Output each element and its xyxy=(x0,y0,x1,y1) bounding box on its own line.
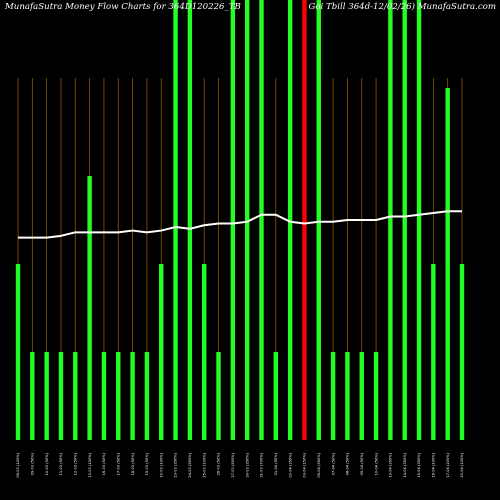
x-tick-label-23: 07-04 (50%) xyxy=(331,452,335,475)
bar-14 xyxy=(201,264,207,440)
x-tick-label-27: 13-04 (350%) xyxy=(389,452,393,477)
bar-30 xyxy=(431,264,436,440)
x-tick-label-25: 09-04 (50%) xyxy=(360,452,364,475)
bars xyxy=(15,0,465,440)
bar-17 xyxy=(244,0,250,440)
bar-23 xyxy=(330,352,336,440)
bar-3 xyxy=(44,352,49,440)
bar-12 xyxy=(173,0,178,440)
bar-21 xyxy=(302,0,307,440)
bar-18 xyxy=(259,0,264,440)
x-tick-label-17: 30-03 (350%) xyxy=(245,452,249,477)
bar-27 xyxy=(388,0,393,440)
x-tick-label-6: 13-03 (150%) xyxy=(88,452,92,477)
x-tick-label-12: 23-03 (350%) xyxy=(174,452,178,477)
x-tick-label-10: 19-03 (50%) xyxy=(145,452,149,475)
x-tick-label-5: 12-03 (50%) xyxy=(73,452,77,475)
x-axis-tick-labels: 06-03 (100%) 09-03 (50%) 10-03 (50%) 11-03 … xyxy=(16,452,464,477)
bar-5 xyxy=(73,352,78,440)
bar-1 xyxy=(15,264,21,440)
bar-29 xyxy=(416,0,422,440)
x-tick-label-11: 20-03 (100%) xyxy=(159,452,163,477)
x-tick-label-32: 20-04 (100%) xyxy=(460,452,464,477)
bar-28 xyxy=(402,0,407,440)
x-tick-label-20: 02-04 (350%) xyxy=(288,452,292,477)
bar-6 xyxy=(87,176,92,440)
chart-title: MunafaSutra Money Flow Charts for 364D12… xyxy=(4,2,241,12)
x-tick-label-30: 16-04 (100%) xyxy=(432,452,436,477)
x-tick-label-9: 18-03 (50%) xyxy=(131,452,135,475)
bar-4 xyxy=(58,352,64,440)
x-tick-label-4: 11-03 (50%) xyxy=(59,452,63,475)
bar-11 xyxy=(159,264,164,440)
x-tick-label-29: 15-04 (350%) xyxy=(417,452,421,477)
bar-7 xyxy=(101,352,107,440)
bar-2 xyxy=(30,352,35,440)
money-flow-line xyxy=(18,210,462,239)
x-tick-label-31: 17-04 (200%) xyxy=(446,452,450,477)
bar-10 xyxy=(144,352,150,440)
x-tick-label-18: 31-03 (700%) xyxy=(260,452,264,477)
x-tick-label-19: 01-04 (50%) xyxy=(274,452,278,475)
x-tick-label-14: 25-03 (100%) xyxy=(202,452,206,477)
x-tick-label-1: 06-03 (100%) xyxy=(16,452,20,477)
bar-20 xyxy=(287,0,293,440)
bar-26 xyxy=(373,352,379,440)
bar-19 xyxy=(273,352,279,440)
x-tick-label-13: 24-03 (550%) xyxy=(188,452,192,477)
bar-16 xyxy=(230,0,236,440)
bar-32 xyxy=(459,264,465,440)
x-tick-label-28: 14-04 (350%) xyxy=(403,452,407,477)
x-tick-label-16: 27-03 (500%) xyxy=(231,452,235,477)
x-tick-label-15: 26-03 (50%) xyxy=(217,452,221,475)
x-tick-label-21: 03-04 (150%) xyxy=(303,452,307,477)
bar-31 xyxy=(445,88,450,440)
bar-22 xyxy=(316,0,321,440)
x-tick-label-24: 08-04 (50%) xyxy=(346,452,350,475)
x-tick-label-8: 17-03 (50%) xyxy=(116,452,120,475)
x-tick-label-22: 06-04 (350%) xyxy=(317,452,321,477)
x-tick-label-3: 10-03 (50%) xyxy=(45,452,49,475)
bar-13 xyxy=(187,0,193,440)
bar-9 xyxy=(130,352,135,440)
chart-subtitle: Goi Tbill 364d-12/02/26) MunafaSutra.com xyxy=(309,1,497,12)
bar-15 xyxy=(216,352,221,440)
x-tick-label-2: 09-03 (50%) xyxy=(31,452,35,475)
bar-8 xyxy=(116,352,121,440)
bar-25 xyxy=(359,352,364,440)
x-tick-label-7: 16-03 (50%) xyxy=(102,452,106,475)
bar-24 xyxy=(345,352,350,440)
x-tick-label-26: 10-04 (50%) xyxy=(374,452,378,475)
